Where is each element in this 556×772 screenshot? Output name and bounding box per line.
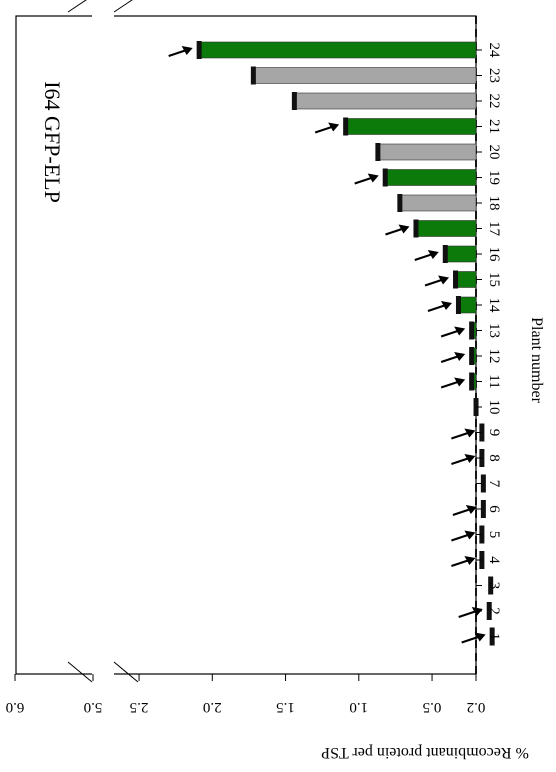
- value-tick-label: 1.0: [349, 699, 368, 715]
- value-ticks-group: 0.2 0.5 1.0 1.5 2.0 2.5 5.0 6.0: [6, 674, 486, 715]
- arrow-shaft: [441, 356, 459, 362]
- bar-cap: [375, 143, 380, 161]
- value-tick-label: 0.2: [467, 699, 486, 715]
- category-tick-label: 10: [486, 400, 502, 415]
- arrow-shaft: [425, 280, 443, 286]
- x-axis-title: Plant number: [528, 317, 545, 403]
- arrow-shaft: [451, 560, 469, 566]
- arrows-group: [169, 46, 486, 643]
- bar-cap: [343, 118, 348, 136]
- bars-group: [197, 41, 495, 646]
- arrow-shaft: [459, 611, 477, 617]
- arrow-shaft: [315, 127, 333, 133]
- bar-cap: [251, 67, 256, 85]
- value-tick-label: 6.0: [6, 699, 25, 715]
- category-tick-label: 24: [486, 43, 502, 59]
- arrow-shaft: [451, 433, 469, 439]
- value-tick-label: 2.0: [203, 699, 222, 715]
- category-tick-label: 11: [486, 374, 502, 388]
- arrow-shaft: [441, 331, 459, 337]
- value-tick-label: 5.0: [84, 699, 103, 715]
- arrow-shaft: [451, 458, 469, 464]
- category-tick-label: 7: [486, 480, 502, 488]
- bar-plant-17: [414, 221, 476, 237]
- value-tick-label: 1.5: [276, 699, 295, 715]
- bar-plant-24: [198, 42, 476, 58]
- bar-plant-21: [344, 119, 476, 135]
- bar-cap: [456, 296, 461, 314]
- category-tick-label: 12: [486, 349, 502, 364]
- axis-break-line: [68, 662, 92, 682]
- bar-plant-20: [376, 144, 476, 160]
- arrow-shaft: [453, 509, 471, 515]
- category-tick-label: 1: [486, 633, 502, 641]
- category-tick-label: 19: [486, 170, 502, 185]
- category-tick-label: 3: [486, 582, 502, 590]
- axis-break-gap: [92, 669, 114, 679]
- arrow-shaft: [441, 382, 459, 388]
- category-tick-label: 20: [486, 145, 502, 160]
- axis-break-marks: [68, 0, 138, 682]
- arrow-shaft: [169, 50, 187, 56]
- plot-frame: [16, 16, 476, 674]
- category-tick-label: 8: [486, 454, 502, 462]
- category-tick-label: 13: [486, 323, 502, 338]
- bar-cap: [453, 271, 458, 289]
- y-axis-title: % Recombinant protein per TSP: [321, 744, 529, 761]
- category-tick-label: 22: [486, 94, 502, 109]
- arrow-shaft: [415, 254, 433, 260]
- category-tick-label: 21: [486, 119, 502, 134]
- arrow-shaft: [462, 637, 480, 643]
- category-tick-label: 14: [486, 298, 502, 314]
- arrow-shaft: [451, 535, 469, 541]
- category-tick-label: 9: [486, 429, 502, 437]
- category-tick-label: 16: [486, 247, 502, 263]
- bar-cap: [383, 169, 388, 187]
- category-tick-label: 18: [486, 196, 502, 211]
- category-tick-label: 6: [486, 505, 502, 513]
- bar-plant-23: [252, 68, 476, 84]
- bar-cap: [443, 245, 448, 263]
- axis-break-gap: [92, 11, 114, 21]
- value-tick-label: 0.5: [423, 699, 442, 715]
- category-tick-label: 17: [486, 221, 502, 237]
- axis-break-line: [114, 662, 138, 682]
- category-tick-label: 23: [486, 68, 502, 83]
- bar-cap: [469, 347, 474, 365]
- axis-break-line: [68, 0, 92, 12]
- arrow-shaft: [428, 305, 446, 311]
- value-tick-label: 2.5: [130, 699, 149, 715]
- bar-cap: [469, 322, 474, 340]
- bar-plant-22: [293, 93, 476, 109]
- bar-cap: [197, 41, 202, 59]
- category-tick-label: 5: [486, 531, 502, 539]
- axis-break-line: [114, 0, 138, 12]
- category-tick-label: 2: [486, 607, 502, 615]
- category-tick-label: 4: [486, 556, 502, 564]
- bar-plant-19: [384, 170, 476, 186]
- bar-plant-16: [444, 246, 476, 262]
- chart-title: I64 GFP-ELP: [40, 81, 65, 203]
- category-tick-label: 15: [486, 272, 502, 287]
- bar-cap: [292, 92, 297, 110]
- bar-cap: [397, 194, 402, 212]
- bar-cap: [413, 220, 418, 238]
- arrow-shaft: [355, 178, 373, 184]
- arrow-shaft: [385, 229, 403, 235]
- bar-cap: [469, 373, 474, 391]
- bar-plant-18: [398, 195, 476, 211]
